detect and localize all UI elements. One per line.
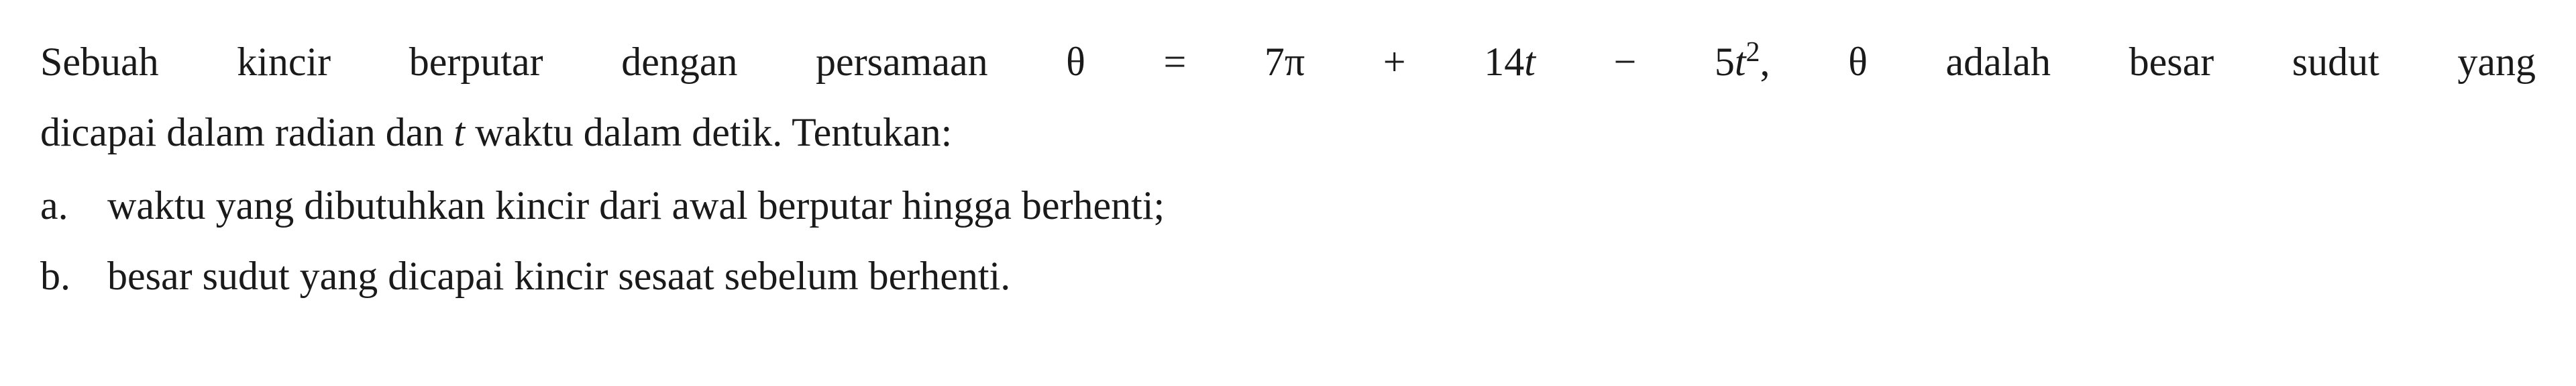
intro-line2-text-2: waktu dalam detik. Tentukan: [465,110,952,154]
intro-line-2: dicapai dalam radian dan t waktu dalam d… [40,97,2536,168]
list-marker-a: a. [40,171,107,241]
variable-t-1: t [1524,40,1536,84]
variable-t-2: t [1735,40,1746,84]
intro-line-1: Sebuah kincir berputar dengan persamaan … [40,27,2536,97]
list-marker-b: b. [40,241,107,311]
intro-line2-text-1: dicapai dalam radian dan [40,110,453,154]
list-item: b. besar sudut yang dicapai kincir sesaa… [40,241,2536,311]
intro-text-1: Sebuah kincir berputar dengan persamaan … [40,40,1524,84]
problem-container: Sebuah kincir berputar dengan persamaan … [40,27,2536,311]
list-content-a: waktu yang dibutuhkan kincir dari awal b… [107,171,2536,241]
intro-text-2: − 5 [1536,40,1735,84]
question-list: a. waktu yang dibutuhkan kincir dari awa… [40,171,2536,311]
list-content-b: besar sudut yang dicapai kincir sesaat s… [107,241,2536,311]
list-item: a. waktu yang dibutuhkan kincir dari awa… [40,171,2536,241]
intro-text-3: , θ adalah besar sudut yang [1760,40,2536,84]
exponent-2: 2 [1746,37,1760,68]
variable-t-3: t [453,110,465,154]
